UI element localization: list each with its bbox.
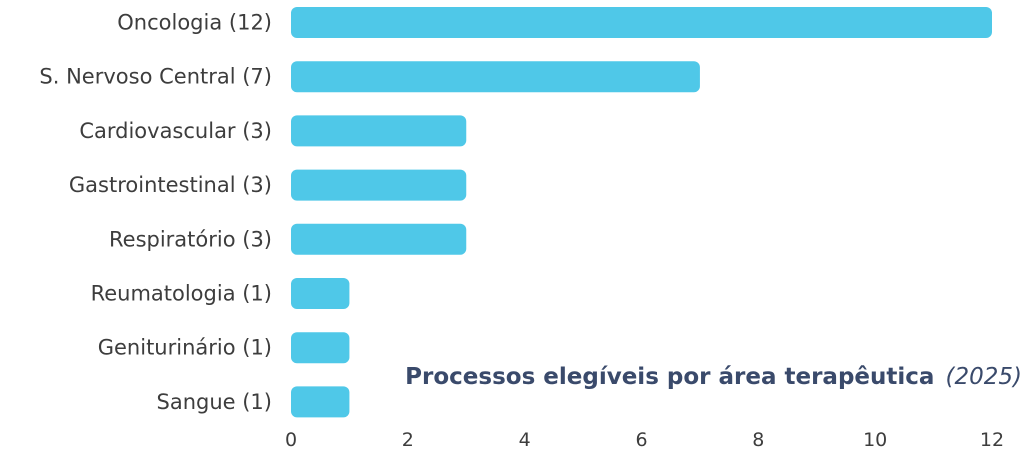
x-tick-labels-group: 0 2 4 6 8 10 12 <box>285 429 1004 451</box>
x-tick-label-5: 10 <box>863 429 887 451</box>
chart-title-year: (2025) <box>946 364 1022 390</box>
bar-5 <box>291 278 350 309</box>
category-label-0: Oncologia (12) <box>117 11 272 35</box>
x-tick-label-1: 2 <box>402 429 414 451</box>
category-label-7: Sangue (1) <box>157 390 273 414</box>
bar-6 <box>291 332 350 364</box>
bar-4 <box>291 223 467 255</box>
category-label-6: Geniturinário (1) <box>98 336 272 360</box>
x-tick-label-4: 8 <box>752 429 764 451</box>
chart-title: Processos elegíveis por área terapêutica… <box>405 364 1022 390</box>
bar-0 <box>291 7 992 38</box>
bar-1 <box>291 61 700 93</box>
x-tick-label-2: 4 <box>519 429 531 451</box>
bar-7 <box>291 386 350 418</box>
category-label-3: Gastrointestinal (3) <box>69 173 272 197</box>
category-label-5: Reumatologia (1) <box>91 282 272 306</box>
x-tick-label-6: 12 <box>980 429 1004 451</box>
category-label-4: Respiratório (3) <box>109 227 272 251</box>
category-label-1: S. Nervoso Central (7) <box>39 65 272 89</box>
x-tick-label-0: 0 <box>285 429 297 451</box>
bars-group <box>291 7 992 418</box>
category-label-2: Cardiovascular (3) <box>79 119 272 143</box>
category-labels-group: Oncologia (12) S. Nervoso Central (7) Card… <box>39 11 272 414</box>
x-tick-label-3: 6 <box>635 429 647 451</box>
chart-title-main: Processos elegíveis por área terapêutica <box>405 364 934 390</box>
bar-3 <box>291 169 467 201</box>
bar-2 <box>291 115 467 147</box>
